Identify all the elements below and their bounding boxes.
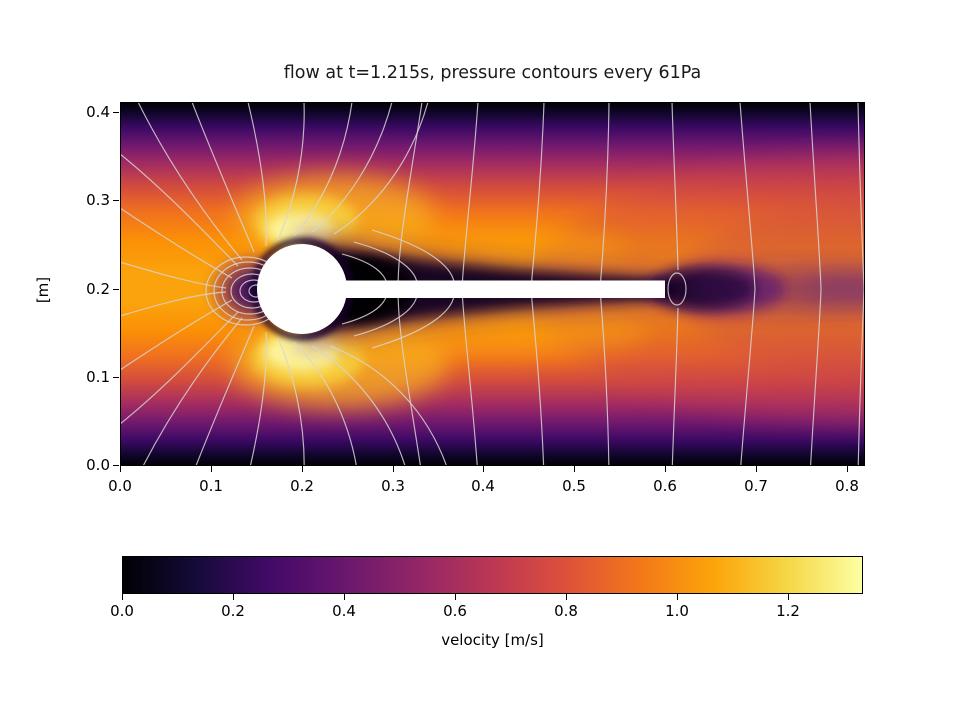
figure-title: flow at t=1.215s, pressure contours ever… [283,63,702,83]
x-tick-label: 0.7 [744,477,768,495]
colorbar-tick [122,594,124,600]
x-tick [302,466,304,472]
x-tick-label: 0.4 [471,477,495,495]
velocity-heatmap [120,102,865,466]
x-tick [574,466,576,472]
y-tick [113,377,119,379]
y-tick [113,200,119,202]
x-tick-label: 0.3 [381,477,405,495]
y-tick-label: 0.4 [86,103,110,121]
colorbar-label: velocity [m/s] [441,631,544,649]
x-tick [211,466,213,472]
x-tick [665,466,667,472]
x-tick [847,466,849,472]
flag-shape [298,280,665,298]
x-tick-label: 0.5 [562,477,586,495]
colorbar-tick-label: 1.2 [776,602,800,620]
y-tick-label: 0.0 [86,456,110,474]
colorbar-tick [677,594,679,600]
x-tick [120,466,122,472]
colorbar-tick-label: 0.0 [110,602,134,620]
colorbar-tick-label: 0.2 [221,602,245,620]
colorbar [122,556,863,594]
colorbar-tick [233,594,235,600]
colorbar-tick [344,594,346,600]
plot-area [120,102,865,466]
y-tick [113,112,119,114]
y-tick-label: 0.1 [86,368,110,386]
x-tick [483,466,485,472]
y-tick [113,289,119,291]
x-tick [393,466,395,472]
colorbar-tick-label: 1.0 [665,602,689,620]
y-tick-label: 0.3 [86,191,110,209]
x-tick-label: 0.1 [199,477,223,495]
colorbar-tick-label: 0.8 [554,602,578,620]
x-tick-label: 0.8 [835,477,859,495]
x-tick-label: 0.6 [653,477,677,495]
y-tick [113,465,119,467]
y-tick-label: 0.2 [86,280,110,298]
y-axis-label: [m] [34,276,52,304]
x-tick [756,466,758,472]
colorbar-tick [566,594,568,600]
colorbar-tick [788,594,790,600]
colorbar-tick [455,594,457,600]
x-tick-label: 0.2 [290,477,314,495]
colorbar-tick-label: 0.4 [332,602,356,620]
plot-frame [120,102,865,466]
colorbar-tick-label: 0.6 [443,602,467,620]
x-tick-label: 0.0 [108,477,132,495]
